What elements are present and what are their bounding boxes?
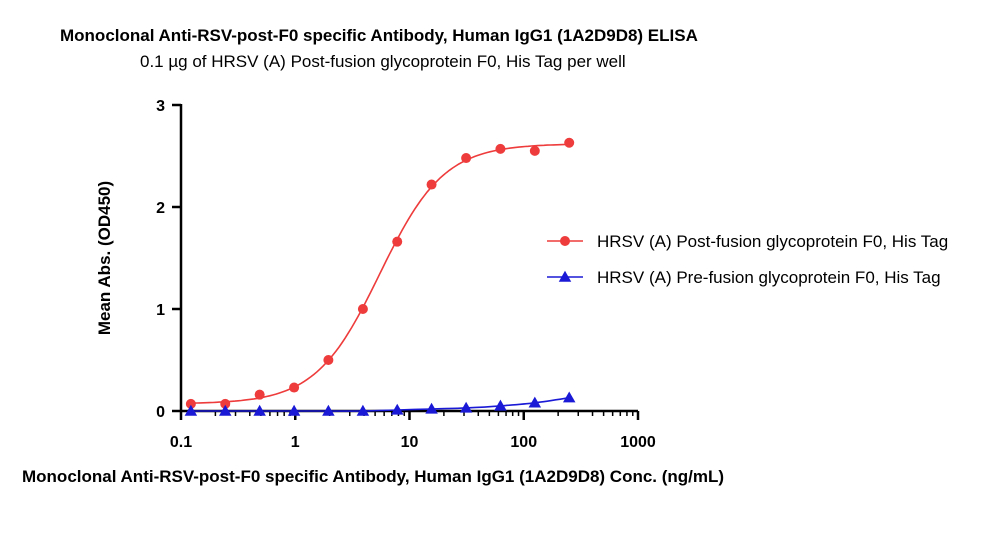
chart-subtitle: 0.1 µg of HRSV (A) Post-fusion glycoprot…: [140, 52, 626, 71]
x-tick-label: 10: [401, 434, 419, 451]
data-point-series-2: [356, 404, 370, 416]
data-point-series-1: [426, 179, 437, 190]
data-point-series-1: [392, 236, 403, 247]
data-point-series-2: [322, 404, 335, 416]
y-tick-label: 1: [156, 302, 165, 319]
triangle-marker-icon: [558, 270, 572, 282]
x-tick-label: 1000: [620, 434, 656, 451]
x-axis-title: Monoclonal Anti-RSV-post-F0 specific Ant…: [22, 467, 724, 486]
data-point-series-2: [184, 404, 198, 416]
y-axis-title: Mean Abs. (OD450): [95, 181, 114, 335]
data-point-series-1: [495, 143, 506, 154]
data-point-series-2: [528, 396, 542, 408]
data-point-series-2: [562, 391, 576, 403]
data-point-series-2: [287, 404, 301, 416]
data-point-series-2: [253, 404, 266, 416]
legend: HRSV (A) Post-fusion glycoprotein F0, Hi…: [547, 232, 948, 287]
ticks: 0 1 2 3 0.1 1 10 100 1000: [156, 98, 656, 451]
x-tick-label: 100: [510, 434, 537, 451]
x-tick-label: 1: [291, 434, 300, 451]
data-point-series-2: [494, 399, 507, 411]
data-point-series-1: [323, 355, 334, 365]
data-point-series-2: [390, 403, 404, 415]
axes: [179, 104, 638, 413]
y-tick-label: 0: [156, 404, 165, 421]
data-point-series-1: [220, 398, 231, 409]
data-point-series-2: [219, 404, 232, 416]
y-tick-label: 3: [156, 98, 165, 115]
fit-curve-1: [190, 143, 570, 404]
x-tick-label: 0.1: [170, 434, 192, 451]
data-point-series-1: [461, 153, 472, 164]
chart-title: Monoclonal Anti-RSV-post-F0 specific Ant…: [60, 26, 698, 45]
data-point-series-1: [529, 145, 540, 156]
data-points: [184, 137, 576, 416]
data-point-series-1: [289, 382, 300, 393]
data-point-series-1: [564, 137, 575, 148]
data-point-series-1: [357, 304, 368, 314]
legend-label: HRSV (A) Post-fusion glycoprotein F0, Hi…: [597, 232, 948, 251]
data-point-series-2: [425, 402, 438, 414]
data-point-series-2: [459, 401, 473, 413]
y-tick-label: 2: [156, 200, 165, 217]
legend-label: HRSV (A) Pre-fusion glycoprotein F0, His…: [597, 268, 941, 287]
circle-marker-icon: [560, 236, 570, 246]
fit-curves: [190, 143, 570, 412]
data-point-series-1: [185, 398, 196, 409]
data-point-series-1: [254, 389, 265, 400]
